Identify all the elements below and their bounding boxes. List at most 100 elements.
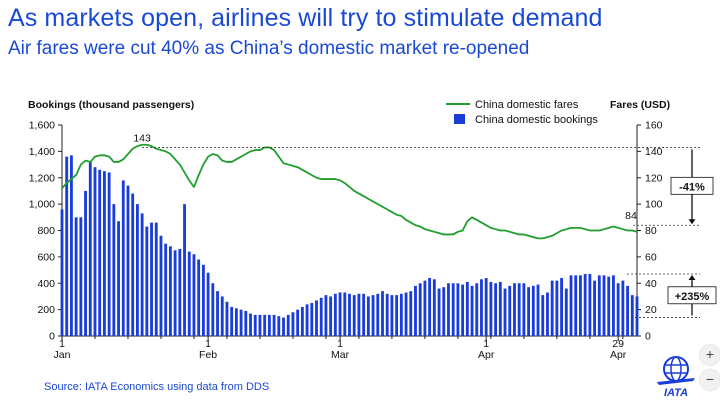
booking-bar bbox=[480, 279, 483, 336]
booking-bar bbox=[319, 297, 323, 336]
booking-bar bbox=[305, 304, 309, 336]
booking-bar bbox=[178, 248, 182, 336]
x-tick-label-top: 1 bbox=[205, 338, 211, 350]
x-tick-label-bottom: Jan bbox=[54, 349, 71, 361]
booking-bar bbox=[409, 291, 413, 336]
booking-bar bbox=[376, 293, 380, 336]
chart-title: As markets open, airlines will try to st… bbox=[8, 4, 603, 32]
iata-logo: IATA bbox=[657, 356, 695, 398]
legend-bookings-swatch bbox=[454, 114, 465, 124]
booking-bar bbox=[70, 155, 73, 336]
booking-bar bbox=[277, 316, 281, 336]
booking-bar bbox=[324, 295, 328, 336]
left-tick-label: 0 bbox=[49, 331, 55, 343]
x-tick-label-bottom: Mar bbox=[331, 349, 350, 361]
booking-bar bbox=[197, 259, 201, 336]
booking-bar bbox=[494, 283, 498, 336]
booking-bar bbox=[239, 309, 243, 336]
booking-bar bbox=[564, 288, 568, 336]
booking-bar bbox=[272, 314, 276, 336]
booking-bar bbox=[517, 283, 521, 336]
bookings-change-label: +235% bbox=[675, 291, 710, 303]
booking-bar bbox=[333, 293, 337, 336]
booking-bar bbox=[536, 284, 540, 336]
booking-bar bbox=[442, 287, 446, 336]
booking-bar bbox=[357, 293, 361, 336]
booking-bar bbox=[630, 295, 634, 336]
booking-bar bbox=[588, 274, 592, 336]
booking-bar bbox=[253, 314, 257, 336]
booking-bar bbox=[508, 285, 512, 336]
booking-bar bbox=[489, 281, 493, 336]
booking-bar bbox=[461, 284, 465, 336]
booking-bar bbox=[65, 156, 69, 336]
right-tick-label: 60 bbox=[645, 251, 657, 263]
booking-bar bbox=[531, 285, 535, 336]
booking-bar bbox=[390, 295, 394, 336]
booking-bar bbox=[79, 217, 83, 336]
booking-bar bbox=[131, 193, 135, 336]
x-tick-label-top: 29 bbox=[612, 338, 624, 350]
x-tick-label-top: 1 bbox=[59, 338, 65, 350]
booking-bar bbox=[164, 243, 168, 336]
x-tick-label-top: 1 bbox=[483, 338, 489, 350]
booking-bar bbox=[399, 293, 403, 336]
bookings-change-box bbox=[667, 286, 717, 305]
booking-bar bbox=[329, 296, 333, 336]
booking-bar bbox=[216, 291, 219, 336]
right-tick-label: 40 bbox=[645, 278, 657, 290]
booking-bar bbox=[569, 275, 573, 336]
right-tick-label: 120 bbox=[645, 172, 663, 184]
x-tick-label-bottom: Feb bbox=[199, 349, 217, 361]
booking-bar bbox=[150, 222, 153, 336]
fares-change-label: -41% bbox=[679, 181, 705, 193]
fares-change-box bbox=[670, 176, 714, 195]
left-tick-label: 1,400 bbox=[29, 146, 55, 158]
booking-bar bbox=[206, 272, 210, 336]
booking-bar bbox=[183, 204, 186, 336]
booking-bar bbox=[93, 167, 97, 336]
booking-bar bbox=[447, 283, 450, 336]
booking-bar bbox=[112, 204, 116, 336]
booking-bar bbox=[626, 285, 629, 336]
right-tick-label: 160 bbox=[645, 120, 663, 132]
legend-bookings-label: China domestic bookings bbox=[475, 114, 598, 126]
booking-bar bbox=[300, 306, 304, 336]
left-tick-label: 600 bbox=[37, 251, 55, 263]
booking-bar bbox=[414, 285, 417, 336]
booking-bar bbox=[423, 280, 427, 336]
booking-bar bbox=[107, 172, 111, 336]
booking-bar bbox=[244, 310, 248, 336]
booking-bar bbox=[135, 204, 139, 336]
booking-bar bbox=[348, 293, 351, 336]
booking-bar bbox=[560, 277, 564, 336]
booking-bar bbox=[546, 292, 549, 336]
booking-bar bbox=[282, 317, 285, 336]
booking-bar bbox=[286, 314, 290, 336]
booking-bar bbox=[121, 180, 125, 336]
left-tick-label: 400 bbox=[37, 278, 55, 290]
left-tick-label: 1,200 bbox=[29, 172, 55, 184]
left-tick-label: 800 bbox=[37, 225, 55, 237]
booking-bar bbox=[192, 254, 196, 336]
right-tick-label: 140 bbox=[645, 146, 663, 158]
booking-bar bbox=[201, 264, 205, 336]
booking-bar bbox=[366, 296, 370, 336]
booking-bar bbox=[527, 287, 531, 336]
booking-bar bbox=[230, 306, 234, 336]
booking-bar bbox=[98, 169, 102, 336]
fares-peak-label: 143 bbox=[133, 132, 151, 144]
zoom-in-button[interactable]: + bbox=[700, 345, 720, 365]
booking-bar bbox=[343, 292, 347, 336]
booking-bar bbox=[267, 314, 271, 336]
booking-bar bbox=[74, 217, 78, 336]
booking-bar bbox=[484, 277, 488, 336]
left-tick-label: 1,600 bbox=[29, 120, 55, 132]
booking-bar bbox=[145, 226, 149, 336]
booking-bar bbox=[263, 314, 267, 336]
iata-logo-text: IATA bbox=[664, 387, 688, 398]
booking-bar bbox=[154, 222, 158, 336]
fares-end-label: 84 bbox=[625, 210, 637, 222]
zoom-out-button[interactable]: − bbox=[700, 370, 720, 390]
booking-bar bbox=[602, 275, 606, 336]
